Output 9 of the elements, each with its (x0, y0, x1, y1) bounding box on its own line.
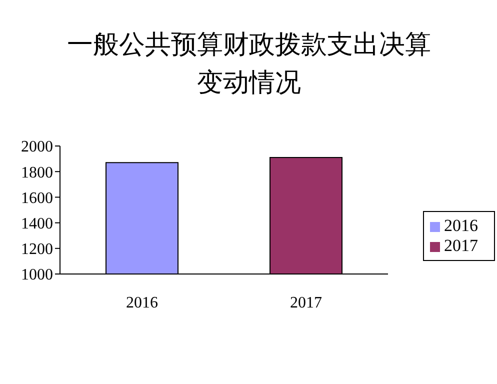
legend-label: 2016 (444, 216, 478, 235)
y-tick-label: 1800 (21, 164, 53, 182)
y-tick-label: 1400 (21, 215, 53, 232)
legend-label: 2017 (444, 236, 478, 255)
chart-title: 一般公共预算财政拨款支出决算变动情况 (66, 29, 432, 99)
y-tick-label: 2000 (21, 138, 53, 156)
y-tick-label: 1000 (21, 266, 53, 284)
y-tick-label: 1200 (21, 241, 53, 258)
y-tick-label: 1600 (21, 190, 53, 207)
